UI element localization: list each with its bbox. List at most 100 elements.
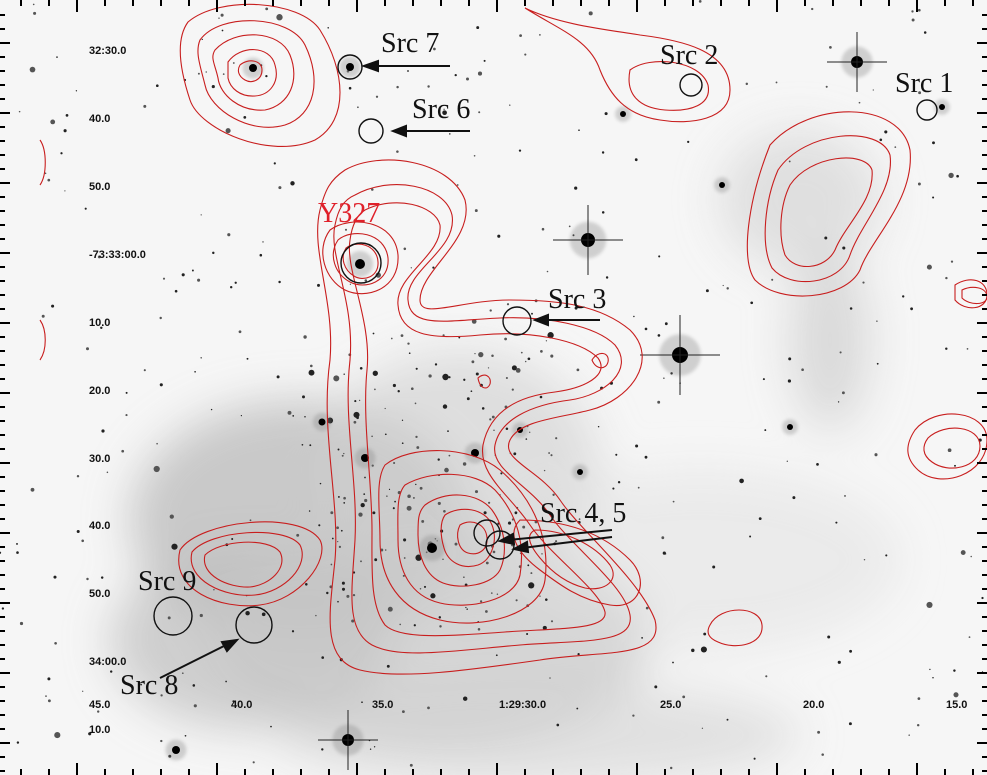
star [230,286,233,289]
frame-tick [982,476,987,478]
frame-tick [524,0,526,6]
star [60,152,63,155]
star [399,623,402,626]
label-src6: Src 6 [412,94,471,125]
star [447,430,449,432]
frame-tick [888,769,890,775]
star [321,656,325,659]
star [352,571,356,574]
star [380,548,384,552]
star [454,542,458,546]
frame-tick [0,56,5,58]
star [555,437,558,440]
star [278,280,281,284]
star [471,360,475,364]
frame-tick [0,210,5,212]
frame-tick [0,756,5,758]
star [945,276,948,280]
frame-tick [982,140,987,142]
contour-e-1 [746,111,911,297]
star [160,739,163,743]
star [270,725,272,728]
star [348,86,352,90]
frame-tick [0,280,5,282]
star [522,525,526,529]
star [181,273,185,277]
star [273,162,276,165]
star [197,72,200,75]
star [423,585,427,588]
star [327,27,329,29]
star [403,247,407,251]
star [821,753,824,756]
star [388,488,391,491]
contour-sw-2 [190,531,303,596]
star [439,625,442,628]
frame-tick [982,196,987,198]
star [465,606,467,609]
star [276,375,280,379]
star [749,535,752,538]
star [32,3,35,6]
star [121,449,125,453]
star [337,495,340,498]
star [340,529,343,532]
star [357,106,359,109]
star [515,599,518,602]
star [400,334,404,337]
star [419,588,422,590]
star [0,551,2,554]
star [644,455,648,459]
star [829,46,832,49]
frame-tick [977,672,987,674]
frame-tick [20,0,22,6]
ra-label: 45.0 [89,699,111,711]
star [848,722,852,726]
star [18,110,21,113]
star [278,186,282,190]
frame-tick [0,448,5,450]
star [41,314,45,318]
star [448,454,451,457]
star [341,587,346,591]
star [839,351,842,354]
star [526,632,529,636]
frame-tick [982,518,987,520]
star [246,357,249,360]
frame-tick [972,769,974,775]
star [872,89,874,91]
star [205,71,207,73]
frame-tick [982,644,987,646]
star [402,574,405,577]
star [722,284,724,287]
star [745,82,749,86]
star [319,482,322,485]
star [396,150,399,153]
star [837,401,840,403]
star [605,276,609,279]
star [386,664,390,668]
dec-label: 40.0 [89,520,111,532]
star [448,376,451,379]
frame-tick [0,182,10,184]
star [369,748,372,750]
star [262,241,264,243]
star [156,442,158,445]
star [415,554,422,561]
frame-tick [0,252,10,254]
star [30,487,35,492]
star [412,496,415,499]
frame-tick [496,763,498,775]
frame-tick [216,0,218,12]
star [184,734,187,737]
star [576,368,580,372]
star [333,375,340,382]
frame-tick [982,700,987,702]
contour-central-1 [317,159,657,675]
star [786,460,788,462]
star [97,710,100,713]
frame-tick [804,0,806,6]
frame-tick [188,0,190,6]
star [917,8,921,12]
star [47,677,51,681]
